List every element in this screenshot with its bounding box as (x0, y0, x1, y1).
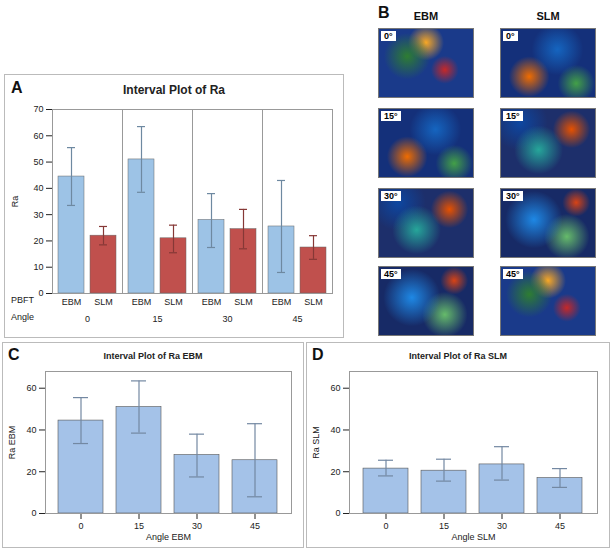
html-text:45°: 45° (506, 269, 520, 279)
html-text:0°: 0° (506, 31, 515, 41)
html-text:15°: 15° (506, 111, 520, 121)
svg-text:30: 30 (33, 210, 43, 220)
svg-text:0: 0 (383, 521, 388, 531)
svg-text:SLM: SLM (164, 297, 183, 307)
html-text:B: B (378, 4, 390, 21)
svg-text:20: 20 (26, 467, 36, 477)
svg-text:20: 20 (33, 236, 43, 246)
svg-text:60: 60 (26, 383, 36, 393)
svg-text:0: 0 (38, 288, 43, 298)
svg-text:Ra: Ra (10, 196, 20, 208)
html-text:Interval Plot of Ra EBM: Interval Plot of Ra EBM (103, 351, 203, 361)
svg-text:0: 0 (335, 508, 340, 518)
html-text:A: A (11, 79, 23, 96)
svg-text:0: 0 (31, 508, 36, 518)
html-text:Angle: Angle (11, 312, 34, 322)
html-text:Interval Plot of Ra: Interval Plot of Ra (123, 83, 225, 97)
svg-text:SLM: SLM (304, 297, 323, 307)
svg-text:30: 30 (192, 521, 202, 531)
svg-text:40: 40 (330, 425, 340, 435)
svg-text:45: 45 (292, 314, 302, 324)
svg-text:EBM: EBM (132, 297, 152, 307)
html-text:30°: 30° (384, 191, 398, 201)
svg-text:0: 0 (78, 521, 83, 531)
svg-text:60: 60 (330, 383, 340, 393)
svg-text:15: 15 (152, 314, 162, 324)
svg-text:60: 60 (33, 131, 43, 141)
html-text:D: D (312, 346, 324, 363)
svg-text:Angle EBM: Angle EBM (146, 532, 191, 542)
html-text:C: C (8, 346, 20, 363)
svg-text:40: 40 (33, 183, 43, 193)
html-text:PBFT: PBFT (11, 295, 34, 305)
svg-text:SLM: SLM (94, 297, 113, 307)
svg-text:30: 30 (497, 521, 507, 531)
svg-text:45: 45 (250, 521, 260, 531)
svg-text:50: 50 (33, 157, 43, 167)
svg-text:10: 10 (33, 262, 43, 272)
svg-text:Angle SLM: Angle SLM (451, 532, 495, 542)
svg-text:30: 30 (222, 314, 232, 324)
svg-text:Ra SLM: Ra SLM (311, 426, 321, 459)
html-text:30°: 30° (506, 191, 520, 201)
html-text:45°: 45° (384, 269, 398, 279)
svg-text:20: 20 (330, 467, 340, 477)
html-text:EBM: EBM (413, 10, 439, 22)
svg-text:40: 40 (26, 425, 36, 435)
html-text:Interval Plot of Ra SLM: Interval Plot of Ra SLM (409, 351, 507, 361)
svg-text:15: 15 (134, 521, 144, 531)
html-text:15°: 15° (384, 111, 398, 121)
html-text:SLM: SLM (536, 10, 560, 22)
svg-text:EBM: EBM (62, 297, 82, 307)
svg-text:0: 0 (85, 314, 90, 324)
svg-text:15: 15 (439, 521, 449, 531)
svg-text:EBM: EBM (272, 297, 292, 307)
svg-text:Ra EBM: Ra EBM (7, 426, 17, 460)
svg-text:45: 45 (555, 521, 565, 531)
svg-text:SLM: SLM (234, 297, 253, 307)
svg-text:EBM: EBM (202, 297, 222, 307)
html-text:0°: 0° (384, 31, 393, 41)
svg-text:70: 70 (33, 104, 43, 114)
